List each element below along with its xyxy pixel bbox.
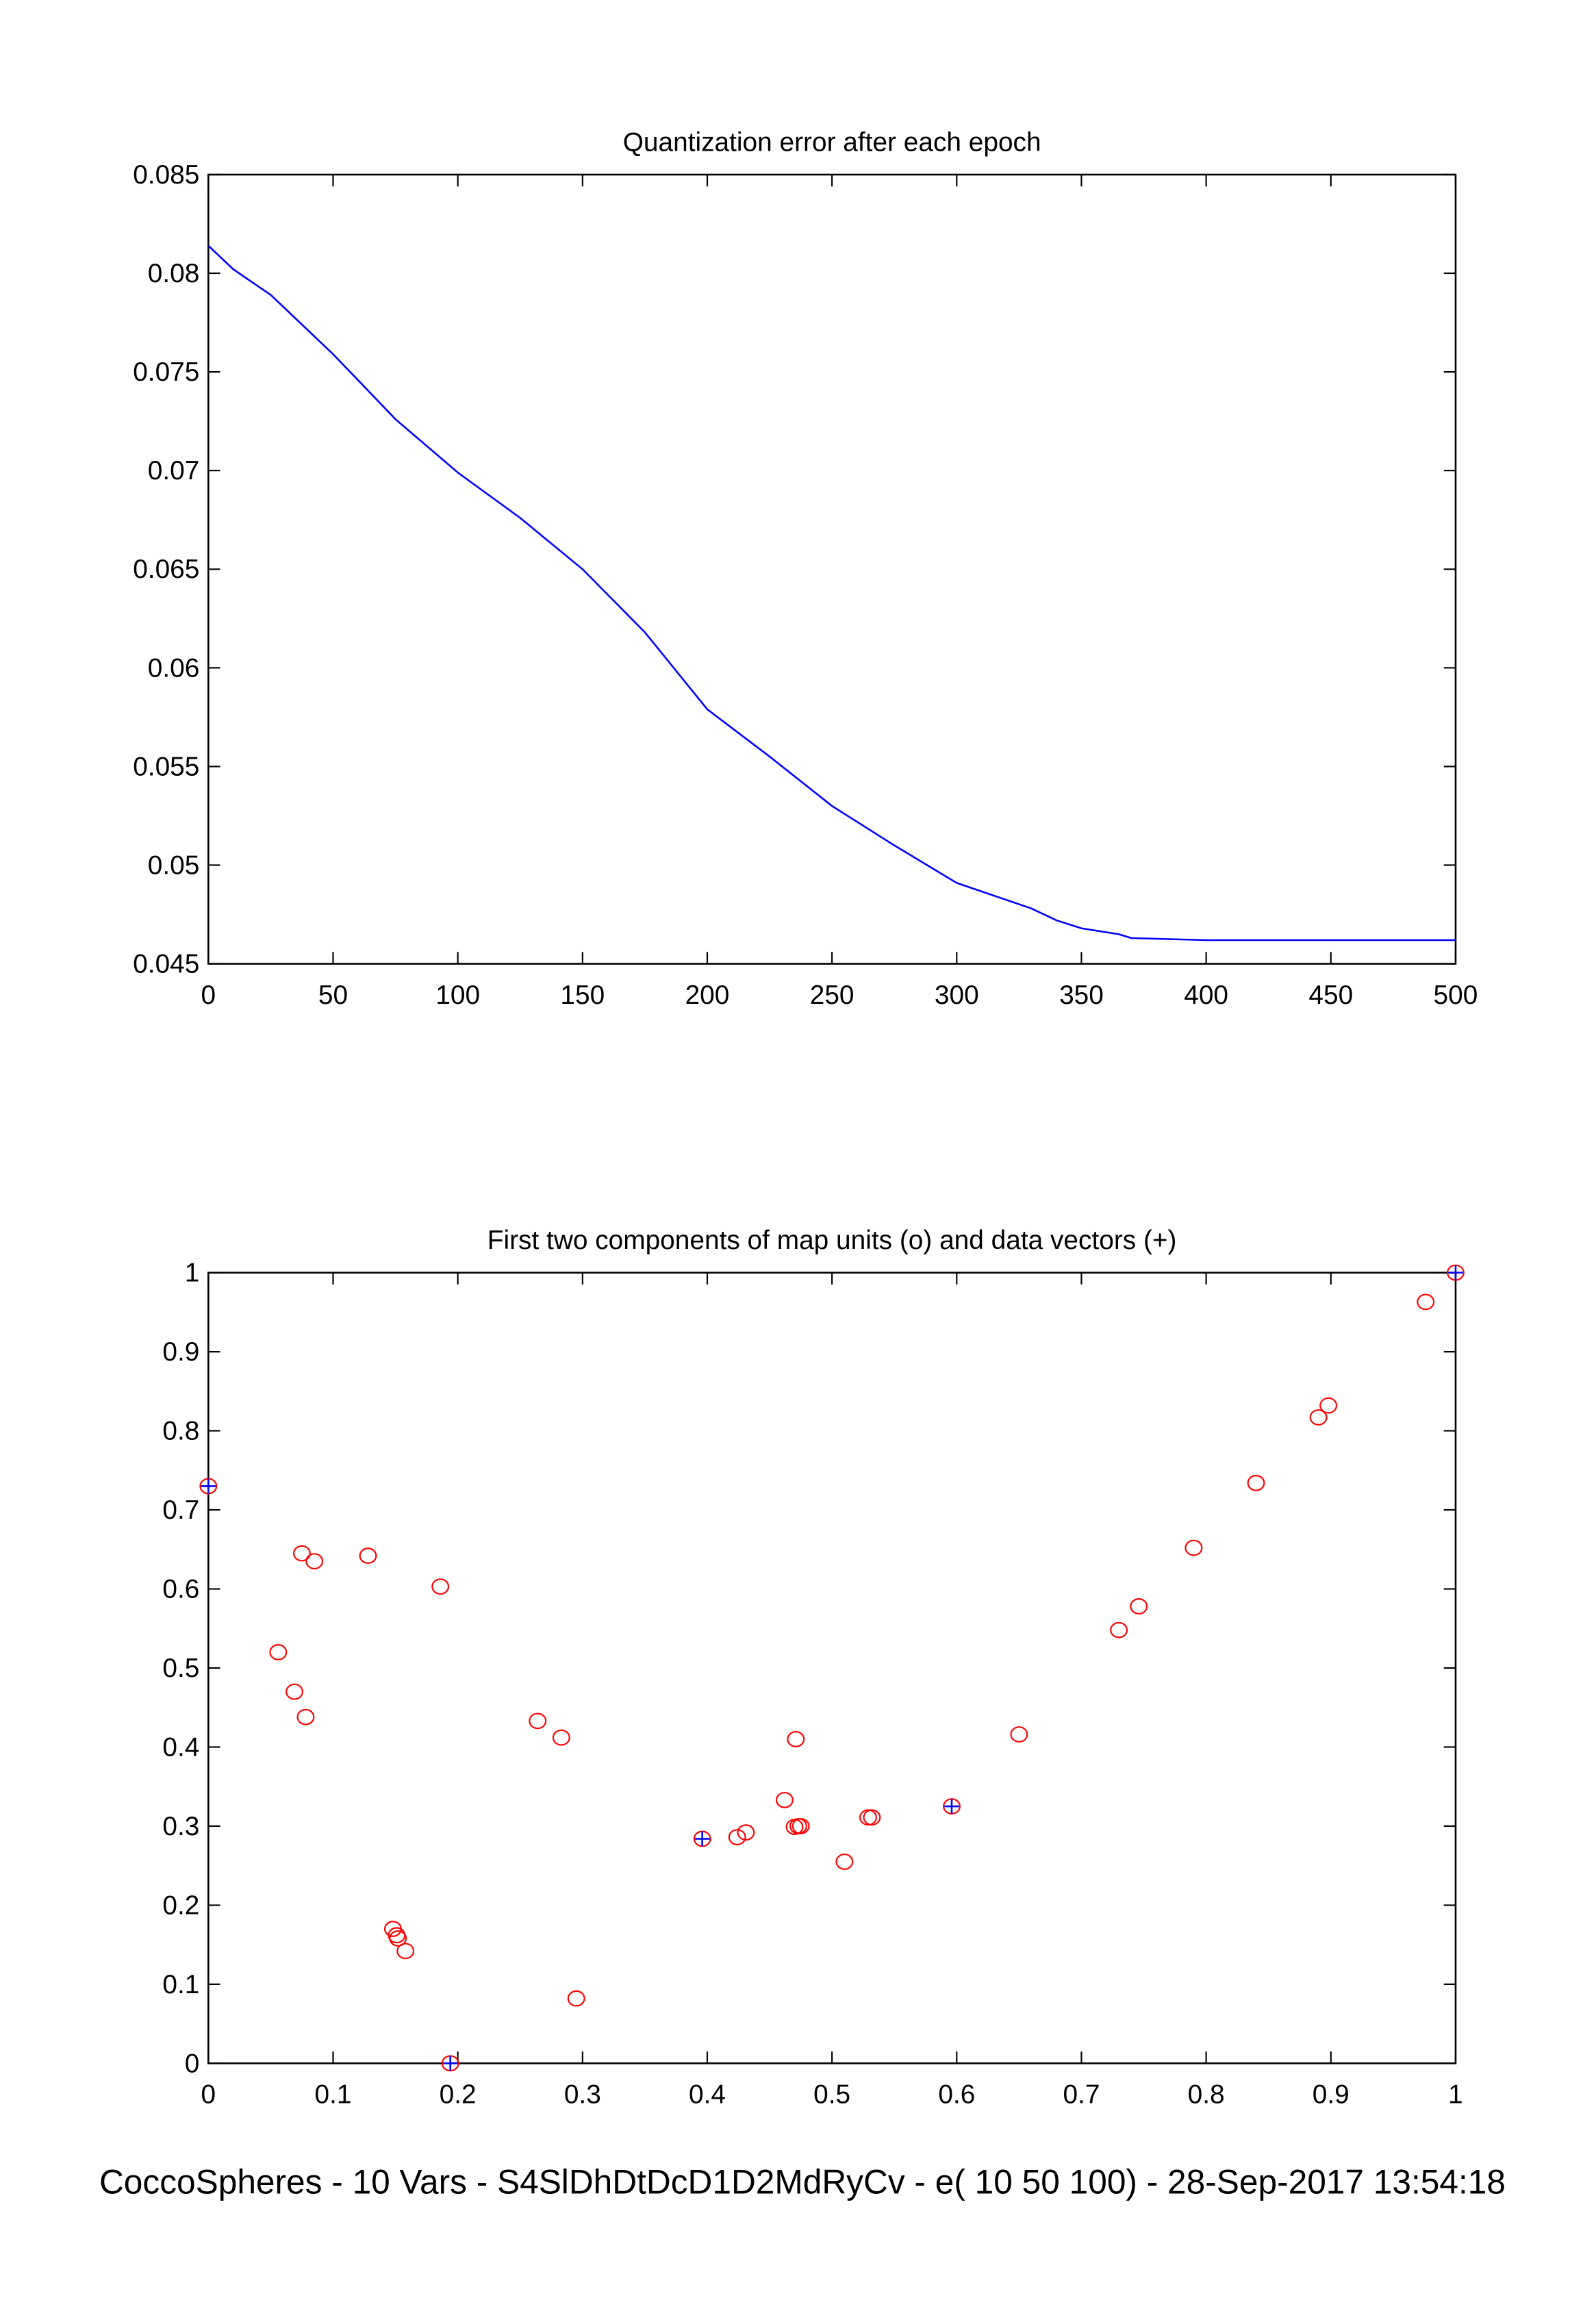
y-tick-label: 0.075 xyxy=(133,357,199,387)
data-vector-marker xyxy=(944,1799,959,1814)
x-tick-label: 50 xyxy=(318,981,348,1010)
x-tick-label: 1 xyxy=(1448,2080,1463,2110)
map-components-plot: 0 0.1 0.2 0.3 0.4 0.5 0.6 0.7 0.8 0.9 1 0 0.1 0.2 0.3 0… xyxy=(162,1226,1465,2110)
map-unit-marker xyxy=(1010,1726,1028,1743)
chart-title: First two components of map units (o) an… xyxy=(487,1226,1177,1255)
map-unit-marker xyxy=(292,1545,311,1562)
x-tick-label: 0.4 xyxy=(689,2080,726,2110)
y-tick-label: 0.07 xyxy=(148,456,200,485)
data-vector-marker xyxy=(694,1831,710,1847)
x-tick-label: 400 xyxy=(1184,981,1228,1010)
x-tick-label: 0.9 xyxy=(1313,2080,1350,2110)
series-line-quantization-error xyxy=(207,244,1456,942)
map-unit-marker xyxy=(1417,1293,1435,1311)
map-unit-marker xyxy=(286,1683,303,1700)
y-tick-label: 0.05 xyxy=(148,850,200,880)
x-tick-label: 150 xyxy=(560,981,605,1010)
map-unit-marker xyxy=(269,1644,288,1660)
y-tick-label: 0.085 xyxy=(133,160,199,190)
x-tick-label: 0.3 xyxy=(564,2080,601,2110)
map-unit-marker xyxy=(791,1818,810,1834)
x-tick-label: 0.6 xyxy=(938,2080,975,2110)
y-tick-label: 0.06 xyxy=(148,653,200,683)
data-vector-marker xyxy=(1448,1265,1463,1280)
y-tick-label: 0.08 xyxy=(148,259,200,288)
map-unit-marker xyxy=(396,1943,415,1960)
map-unit-marker xyxy=(835,1854,854,1870)
x-tick-label: 0 xyxy=(201,2080,216,2110)
map-unit-marker xyxy=(1247,1474,1265,1491)
map-unit-marker xyxy=(1110,1621,1128,1639)
x-tick-label: 0.5 xyxy=(813,2080,850,2110)
map-unit-marker xyxy=(1309,1409,1328,1426)
chart-title: Quantization error after each epoch xyxy=(623,127,1041,157)
quantization-error-plot: 0 50 100 150 200 250 300 350 400 450 500 0.045 0.05 0… xyxy=(133,127,1478,1009)
y-tick-label: 0.2 xyxy=(162,1891,199,1920)
map-unit-marker xyxy=(863,1809,881,1826)
y-tick-label: 0.045 xyxy=(133,950,199,979)
x-tick-label: 350 xyxy=(1059,981,1104,1010)
map-unit-marker xyxy=(431,1578,450,1595)
x-tick-label: 500 xyxy=(1434,981,1478,1010)
y-tick-label: 0.065 xyxy=(133,555,199,584)
map-unit-marker xyxy=(1319,1397,1338,1414)
y-tick-label: 0.5 xyxy=(162,1654,199,1683)
map-unit-marker xyxy=(567,1990,585,2007)
y-tick-label: 0.055 xyxy=(133,752,199,781)
x-tick-label: 0.7 xyxy=(1063,2080,1100,2110)
map-unit-marker xyxy=(529,1713,547,1730)
y-tick-label: 0.7 xyxy=(162,1495,199,1525)
map-unit-marker xyxy=(1185,1539,1203,1556)
map-unit-marker xyxy=(728,1829,746,1845)
map-unit-marker xyxy=(305,1553,324,1569)
data-vector-marker xyxy=(201,1478,216,1494)
y-tick-label: 0.4 xyxy=(162,1732,199,1762)
x-tick-label: 450 xyxy=(1308,981,1353,1010)
x-tick-label: 100 xyxy=(435,981,480,1010)
map-unit-marker xyxy=(552,1729,570,1746)
x-tick-label: 300 xyxy=(935,981,979,1010)
x-tick-label: 0.2 xyxy=(440,2080,477,2110)
footer-caption: CoccoSpheres - 10 Vars - S4SlDhDtDcD1D2M… xyxy=(99,2162,1506,2201)
map-unit-marker xyxy=(359,1547,377,1564)
data-vector-marker xyxy=(442,2056,458,2071)
x-tick-label: 0 xyxy=(201,981,216,1010)
x-tick-label: 0.8 xyxy=(1188,2080,1225,2110)
axes-frame xyxy=(207,1272,1457,2064)
map-unit-marker xyxy=(389,1930,407,1947)
x-tick-label: 200 xyxy=(685,981,730,1010)
map-unit-marker xyxy=(296,1708,315,1726)
x-tick-label: 0.1 xyxy=(314,2080,351,2110)
y-tick-label: 0.9 xyxy=(162,1337,199,1367)
axes-frame xyxy=(207,173,1457,965)
y-tick-label: 0.6 xyxy=(162,1574,199,1604)
map-unit-marker xyxy=(1130,1598,1148,1615)
map-unit-marker xyxy=(775,1791,794,1808)
y-tick-label: 0.3 xyxy=(162,1812,199,1841)
y-tick-label: 0.1 xyxy=(162,1970,199,1999)
map-unit-marker xyxy=(787,1731,805,1747)
y-tick-label: 1 xyxy=(185,1259,200,1288)
x-tick-label: 250 xyxy=(810,981,854,1010)
y-tick-label: 0 xyxy=(185,2049,200,2078)
y-tick-label: 0.8 xyxy=(162,1417,199,1446)
map-unit-marker xyxy=(737,1824,755,1841)
